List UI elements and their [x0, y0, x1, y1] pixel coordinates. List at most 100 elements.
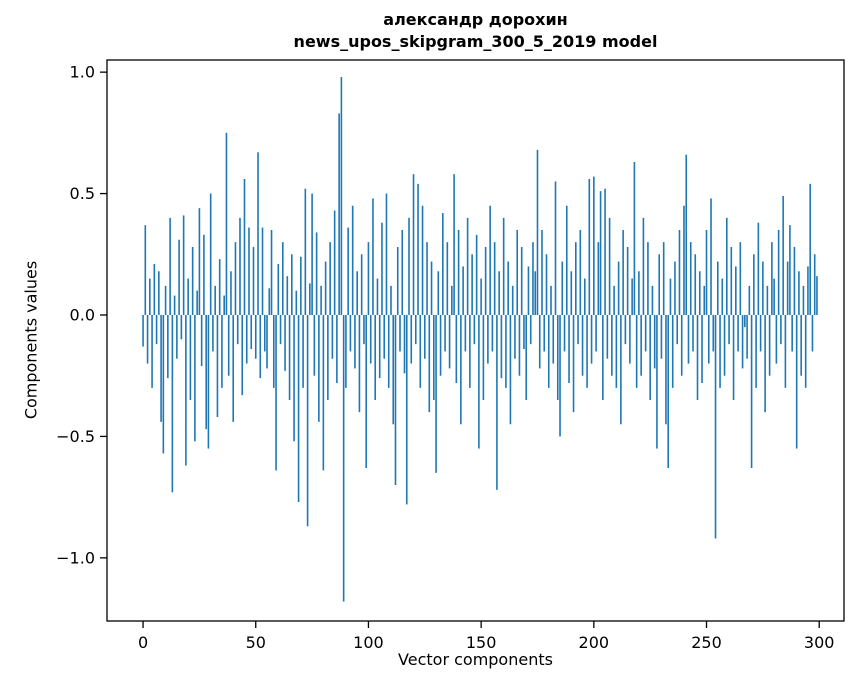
bar: [200, 315, 203, 366]
bar: [784, 315, 787, 388]
bar: [250, 315, 253, 349]
bar: [538, 315, 541, 369]
bar: [196, 290, 198, 315]
bar: [633, 162, 636, 315]
bar: [502, 217, 505, 315]
bar: [635, 315, 638, 388]
x-tick-label: 200: [579, 633, 610, 652]
bar: [500, 315, 503, 379]
bar: [593, 176, 595, 315]
bar: [469, 315, 471, 388]
bar: [642, 217, 645, 315]
bar: [176, 315, 178, 359]
bar: [516, 230, 518, 315]
bar: [644, 315, 647, 352]
bar: [478, 315, 480, 449]
bar: [430, 261, 433, 315]
bar: [164, 285, 167, 315]
bar: [288, 315, 291, 400]
bar: [554, 181, 557, 315]
bar: [584, 278, 586, 315]
bar: [302, 315, 304, 388]
bar: [259, 315, 262, 379]
bar: [331, 315, 334, 359]
bar: [435, 315, 437, 473]
bar: [473, 315, 476, 345]
bar: [230, 271, 232, 315]
bar: [762, 261, 764, 315]
bar: [622, 230, 624, 315]
bar: [405, 315, 408, 505]
bar: [349, 315, 352, 352]
bar: [475, 234, 478, 315]
bar: [315, 232, 318, 315]
bar: [295, 290, 298, 315]
bar: [216, 315, 219, 417]
x-tick-label: 250: [691, 633, 722, 652]
bar: [300, 256, 302, 315]
bar: [753, 254, 755, 315]
axes-spines: [106, 59, 845, 622]
bar: [178, 239, 180, 315]
bar: [496, 315, 498, 490]
bar: [444, 315, 446, 352]
bar: [180, 315, 183, 340]
bar: [272, 315, 275, 388]
bar: [667, 315, 669, 468]
bar: [529, 315, 532, 345]
bar: [640, 315, 642, 376]
bar: [282, 242, 284, 315]
bar: [464, 315, 467, 352]
bar: [466, 217, 469, 315]
bar: [203, 234, 205, 315]
bar: [167, 315, 169, 379]
bar: [611, 315, 613, 376]
bar: [338, 113, 340, 316]
bar: [354, 315, 356, 369]
bar: [248, 227, 250, 315]
bar: [194, 315, 196, 442]
bar: [365, 315, 367, 468]
bar: [491, 315, 494, 352]
bar: [759, 315, 762, 352]
bar: [378, 315, 381, 379]
bar: [617, 261, 620, 315]
bar: [480, 278, 482, 315]
bar: [385, 193, 388, 315]
bar: [638, 271, 640, 315]
x-tick-label: 100: [353, 633, 384, 652]
bar: [320, 285, 322, 315]
bar: [773, 278, 775, 315]
bar: [142, 315, 144, 347]
bar: [563, 315, 566, 352]
bar: [257, 152, 259, 315]
bar: [813, 254, 816, 315]
bar: [160, 315, 162, 422]
bar: [155, 315, 158, 345]
bar: [669, 278, 672, 315]
bar: [676, 315, 679, 345]
bar: [207, 315, 210, 449]
bar: [550, 285, 552, 315]
bar: [275, 315, 277, 471]
bar: [372, 198, 374, 315]
bar: [342, 315, 345, 602]
x-tick-label: 0: [138, 633, 148, 652]
bar: [324, 261, 327, 315]
bar: [313, 315, 316, 376]
bar: [696, 315, 699, 400]
bar: [214, 285, 216, 315]
bar: [263, 315, 266, 352]
bar: [559, 315, 561, 437]
chart-title-block: александр дорохин news_upos_skipgram_300…: [107, 9, 844, 53]
bar: [507, 261, 509, 315]
bar: [173, 295, 176, 315]
bar: [771, 242, 773, 315]
bar: [755, 315, 757, 388]
bar: [651, 285, 654, 315]
bar: [757, 222, 760, 315]
bar: [408, 217, 410, 315]
bar: [613, 285, 615, 315]
bar: [311, 193, 313, 315]
